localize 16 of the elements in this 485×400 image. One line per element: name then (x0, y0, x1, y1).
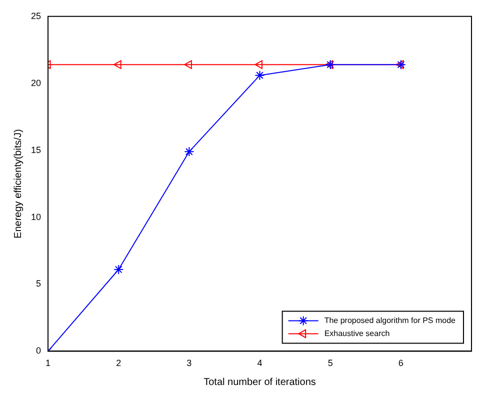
y-axis-title: Eneregy efficienty(bits/J) (12, 129, 24, 238)
x-tick-label: 1 (46, 358, 51, 368)
y-tick-label: 0 (36, 346, 42, 356)
y-tick-label: 10 (30, 212, 42, 222)
y-tick-label: 25 (30, 10, 42, 21)
x-tick-label: 2 (116, 358, 122, 368)
legend-label: Exhaustive search (324, 328, 390, 338)
x-axis-title: Total number of iterations (204, 376, 316, 388)
legend-label: The proposed algorithm for PS mode (324, 316, 456, 325)
x-tick-label: 4 (257, 358, 262, 368)
x-tick-label: 5 (328, 358, 333, 368)
y-tick-label: 15 (30, 144, 42, 155)
y-tick-label: 5 (36, 278, 42, 289)
x-tick-label: 3 (186, 358, 192, 368)
y-tick-label: 20 (30, 78, 42, 88)
x-tick-label: 6 (398, 358, 404, 368)
